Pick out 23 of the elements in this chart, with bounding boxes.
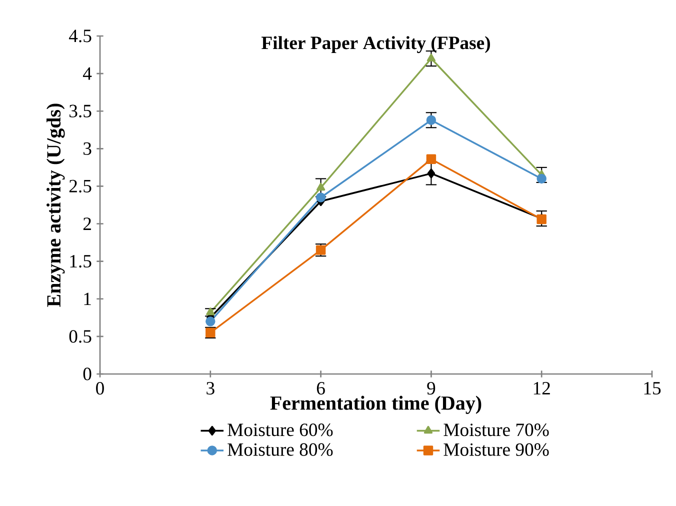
y-tick-label: 4.5 <box>68 30 92 42</box>
y-tick-label: 0 <box>83 368 92 380</box>
y-axis-title: Enzyme activity (U/gds) <box>46 104 65 307</box>
x-tick-label: 6 <box>316 382 325 395</box>
x-tick-label: 12 <box>534 382 550 394</box>
x-tick-label: 3 <box>206 382 214 395</box>
y-tick-label: 2.5 <box>69 180 92 193</box>
legend-label: Moisture 80% <box>228 443 333 456</box>
y-tick-label: 1 <box>84 292 91 306</box>
chart-title: Filter Paper Activity (FPase) <box>262 36 490 54</box>
x-tick-label: 9 <box>427 382 436 395</box>
y-tick-label: 3 <box>84 142 92 155</box>
legend-label: Moisture 90% <box>444 443 549 456</box>
y-tick-label: 0.5 <box>69 330 92 343</box>
x-axis-title: Fermentation time (Day) <box>270 396 482 414</box>
y-tick-label: 2 <box>83 218 91 230</box>
legend-label: Moisture 60% <box>228 424 333 436</box>
x-tick-label: 15 <box>644 382 661 395</box>
legend-label: Moisture 70% <box>444 424 549 436</box>
y-tick-label: 3.5 <box>70 104 92 118</box>
y-tick-label: 4 <box>82 67 92 80</box>
y-tick-label: 1.5 <box>70 255 92 268</box>
x-tick-label: 0 <box>96 382 104 395</box>
